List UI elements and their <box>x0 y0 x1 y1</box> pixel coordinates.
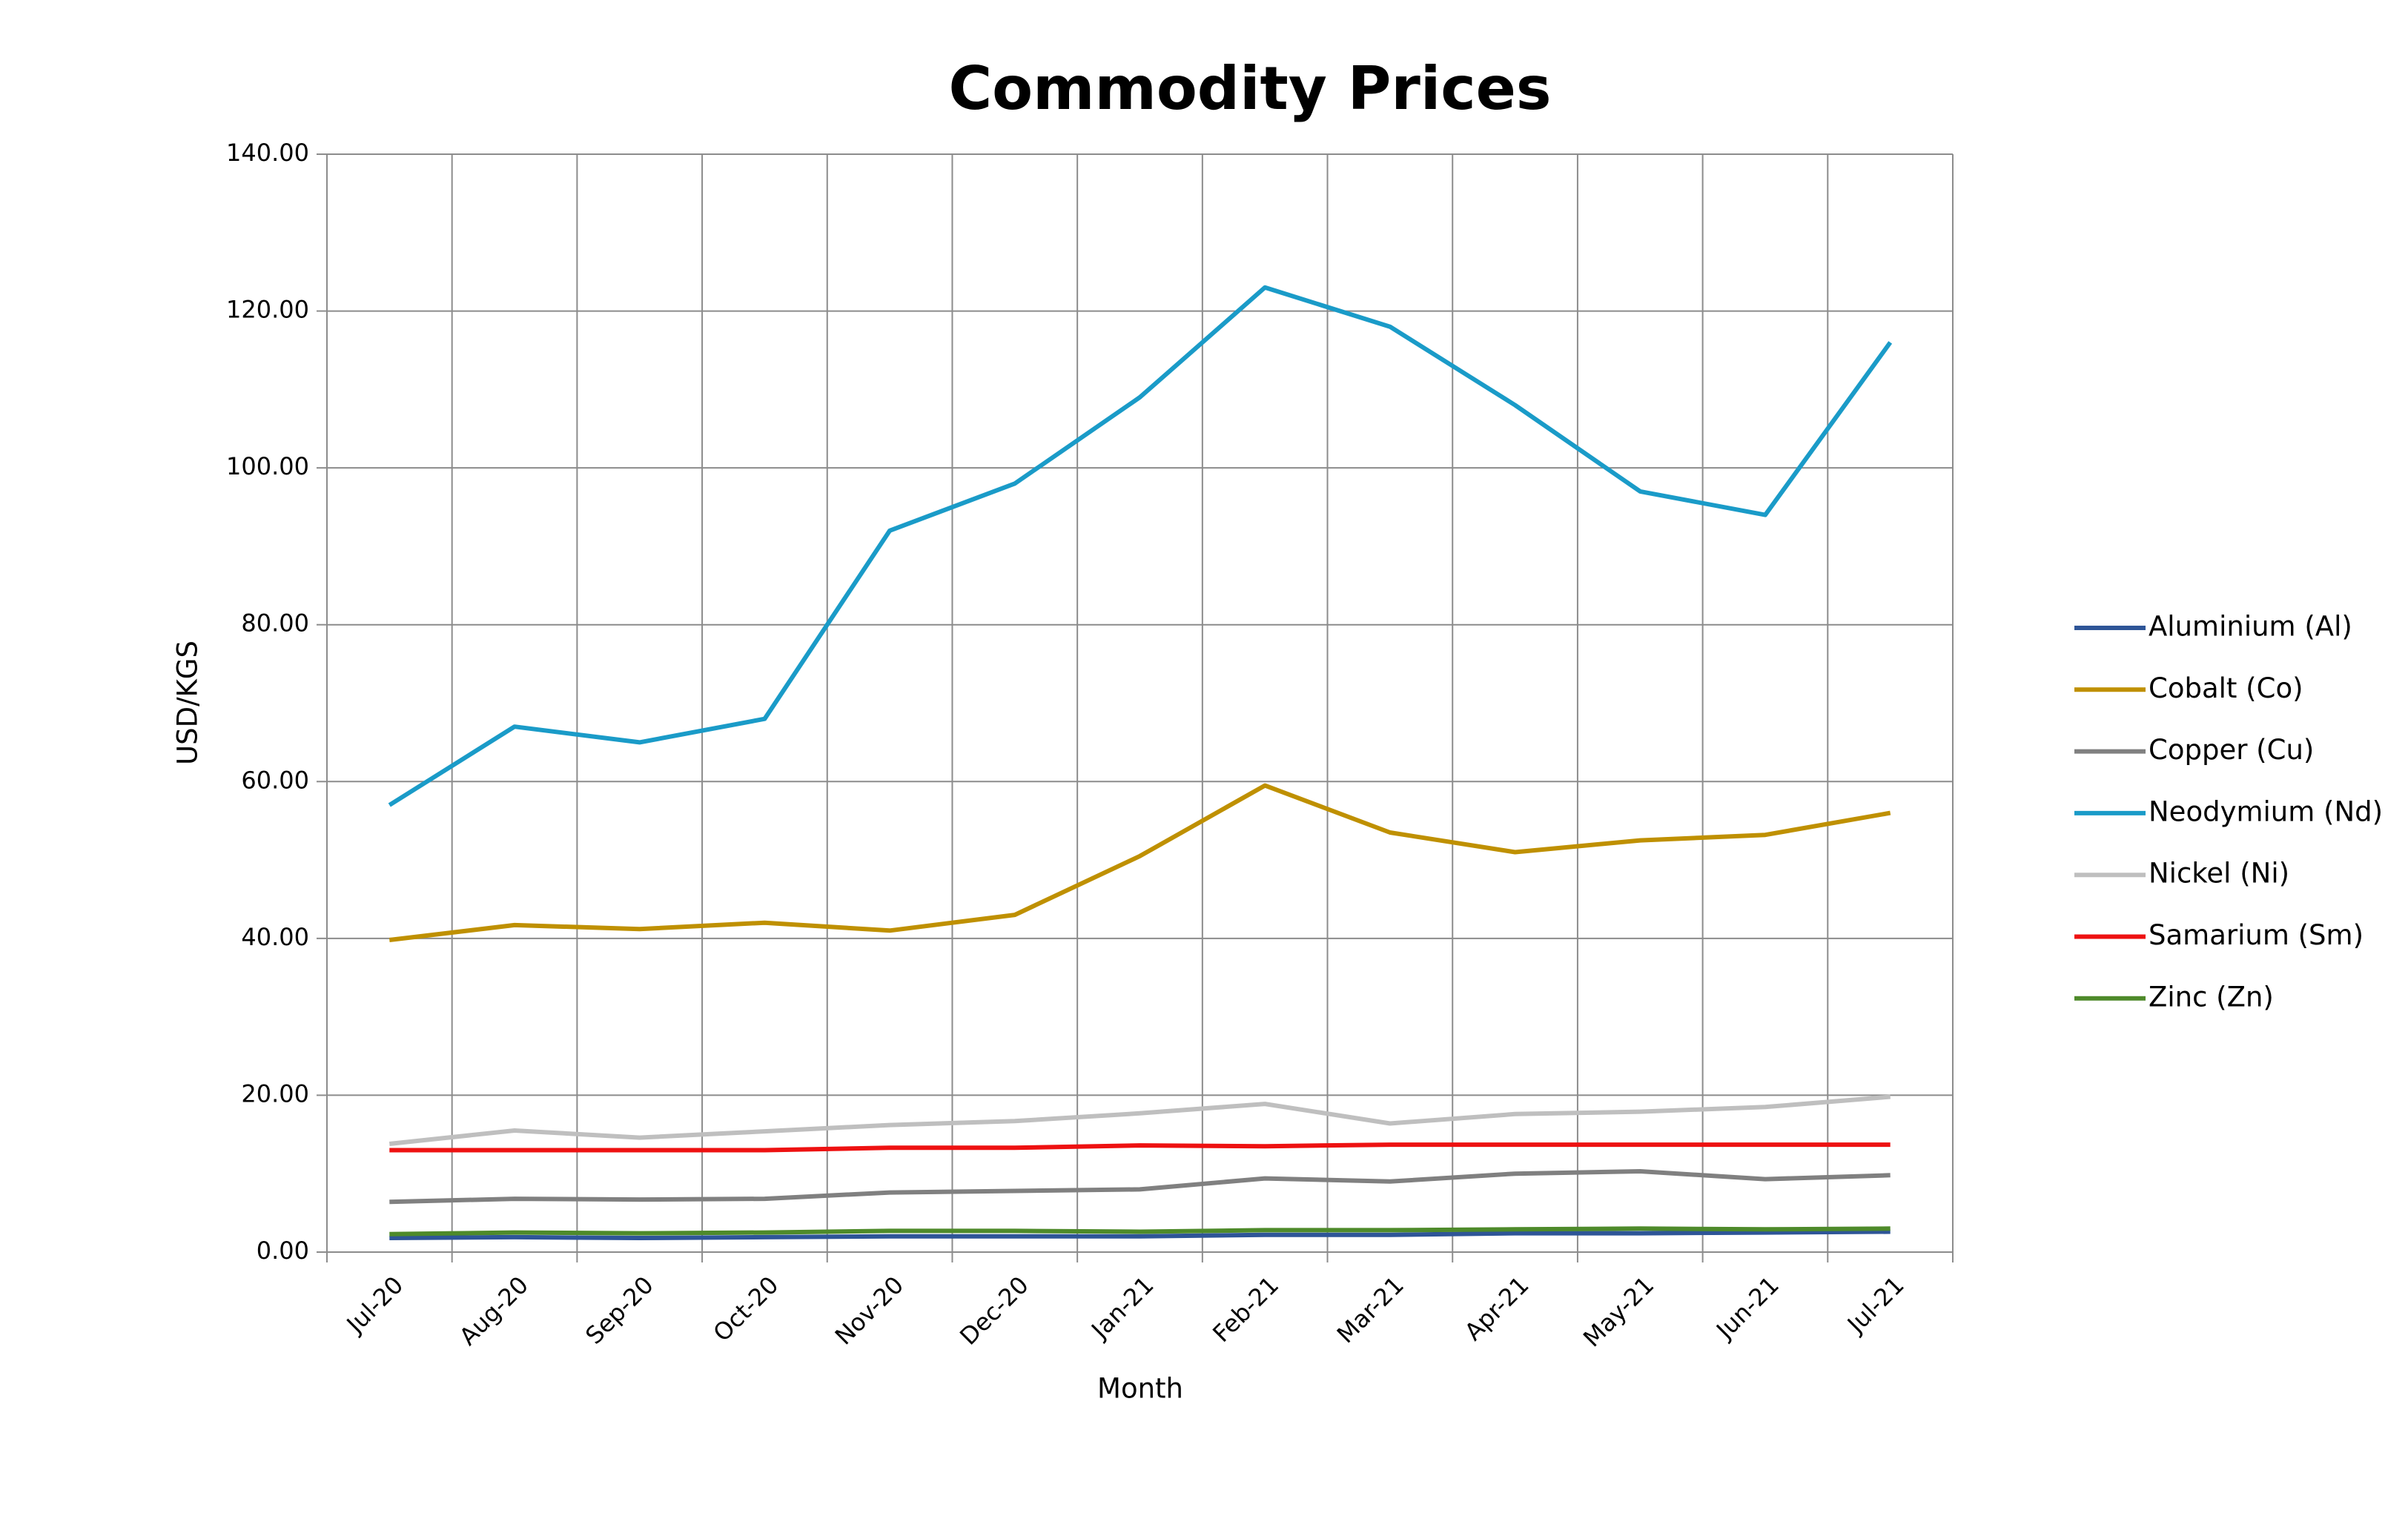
y-tick-label: 60.00 <box>241 766 309 794</box>
x-tick-label: Nov-20 <box>830 1271 909 1350</box>
series-line <box>389 1169 1891 1205</box>
legend-label: Cobalt (Co) <box>2149 672 2303 704</box>
y-axis-title: USD/KGS <box>172 641 204 765</box>
x-tick-label: Jul-21 <box>1841 1271 1910 1340</box>
y-tick-label: 120.00 <box>226 296 309 324</box>
y-tick-label: 20.00 <box>241 1079 309 1108</box>
legend-label: Copper (Cu) <box>2149 734 2314 766</box>
series-line <box>389 1226 1891 1237</box>
series-line <box>389 1229 1891 1240</box>
legend-label: Zinc (Zn) <box>2149 981 2274 1013</box>
series-line <box>388 1094 1891 1146</box>
chart-title: Commodity Prices <box>948 54 1551 123</box>
y-tick-label: 100.00 <box>226 452 309 480</box>
x-tick-label: Feb-21 <box>1207 1271 1284 1348</box>
y-tick-label: 0.00 <box>257 1237 309 1265</box>
series-line <box>389 1142 1891 1153</box>
x-tick-label: Jul-20 <box>340 1271 409 1340</box>
series-line <box>388 285 1893 807</box>
x-axis-title: Month <box>1097 1373 1183 1405</box>
legend-label: Aluminium (Al) <box>2149 611 2352 643</box>
legend-label: Samarium (Sm) <box>2149 919 2364 951</box>
x-tick-label: Dec-20 <box>954 1271 1034 1351</box>
legend-label: Neodymium (Nd) <box>2149 795 2383 827</box>
x-tick-label: May-21 <box>1578 1271 1659 1352</box>
x-tick-label: Mar-21 <box>1332 1271 1409 1348</box>
series-line <box>388 783 1891 942</box>
x-tick-label: Aug-20 <box>454 1271 534 1351</box>
x-tick-label: Sep-20 <box>580 1271 658 1349</box>
y-tick-label: 140.00 <box>226 139 309 167</box>
x-tick-label: Jan-21 <box>1085 1271 1159 1345</box>
x-tick-label: Apr-21 <box>1459 1271 1535 1346</box>
x-tick-label: Jun-21 <box>1710 1271 1784 1345</box>
y-tick-label: 80.00 <box>241 609 309 638</box>
legend-label: Nickel (Ni) <box>2149 858 2289 890</box>
y-tick-label: 40.00 <box>241 923 309 951</box>
x-tick-label: Oct-20 <box>707 1271 784 1347</box>
